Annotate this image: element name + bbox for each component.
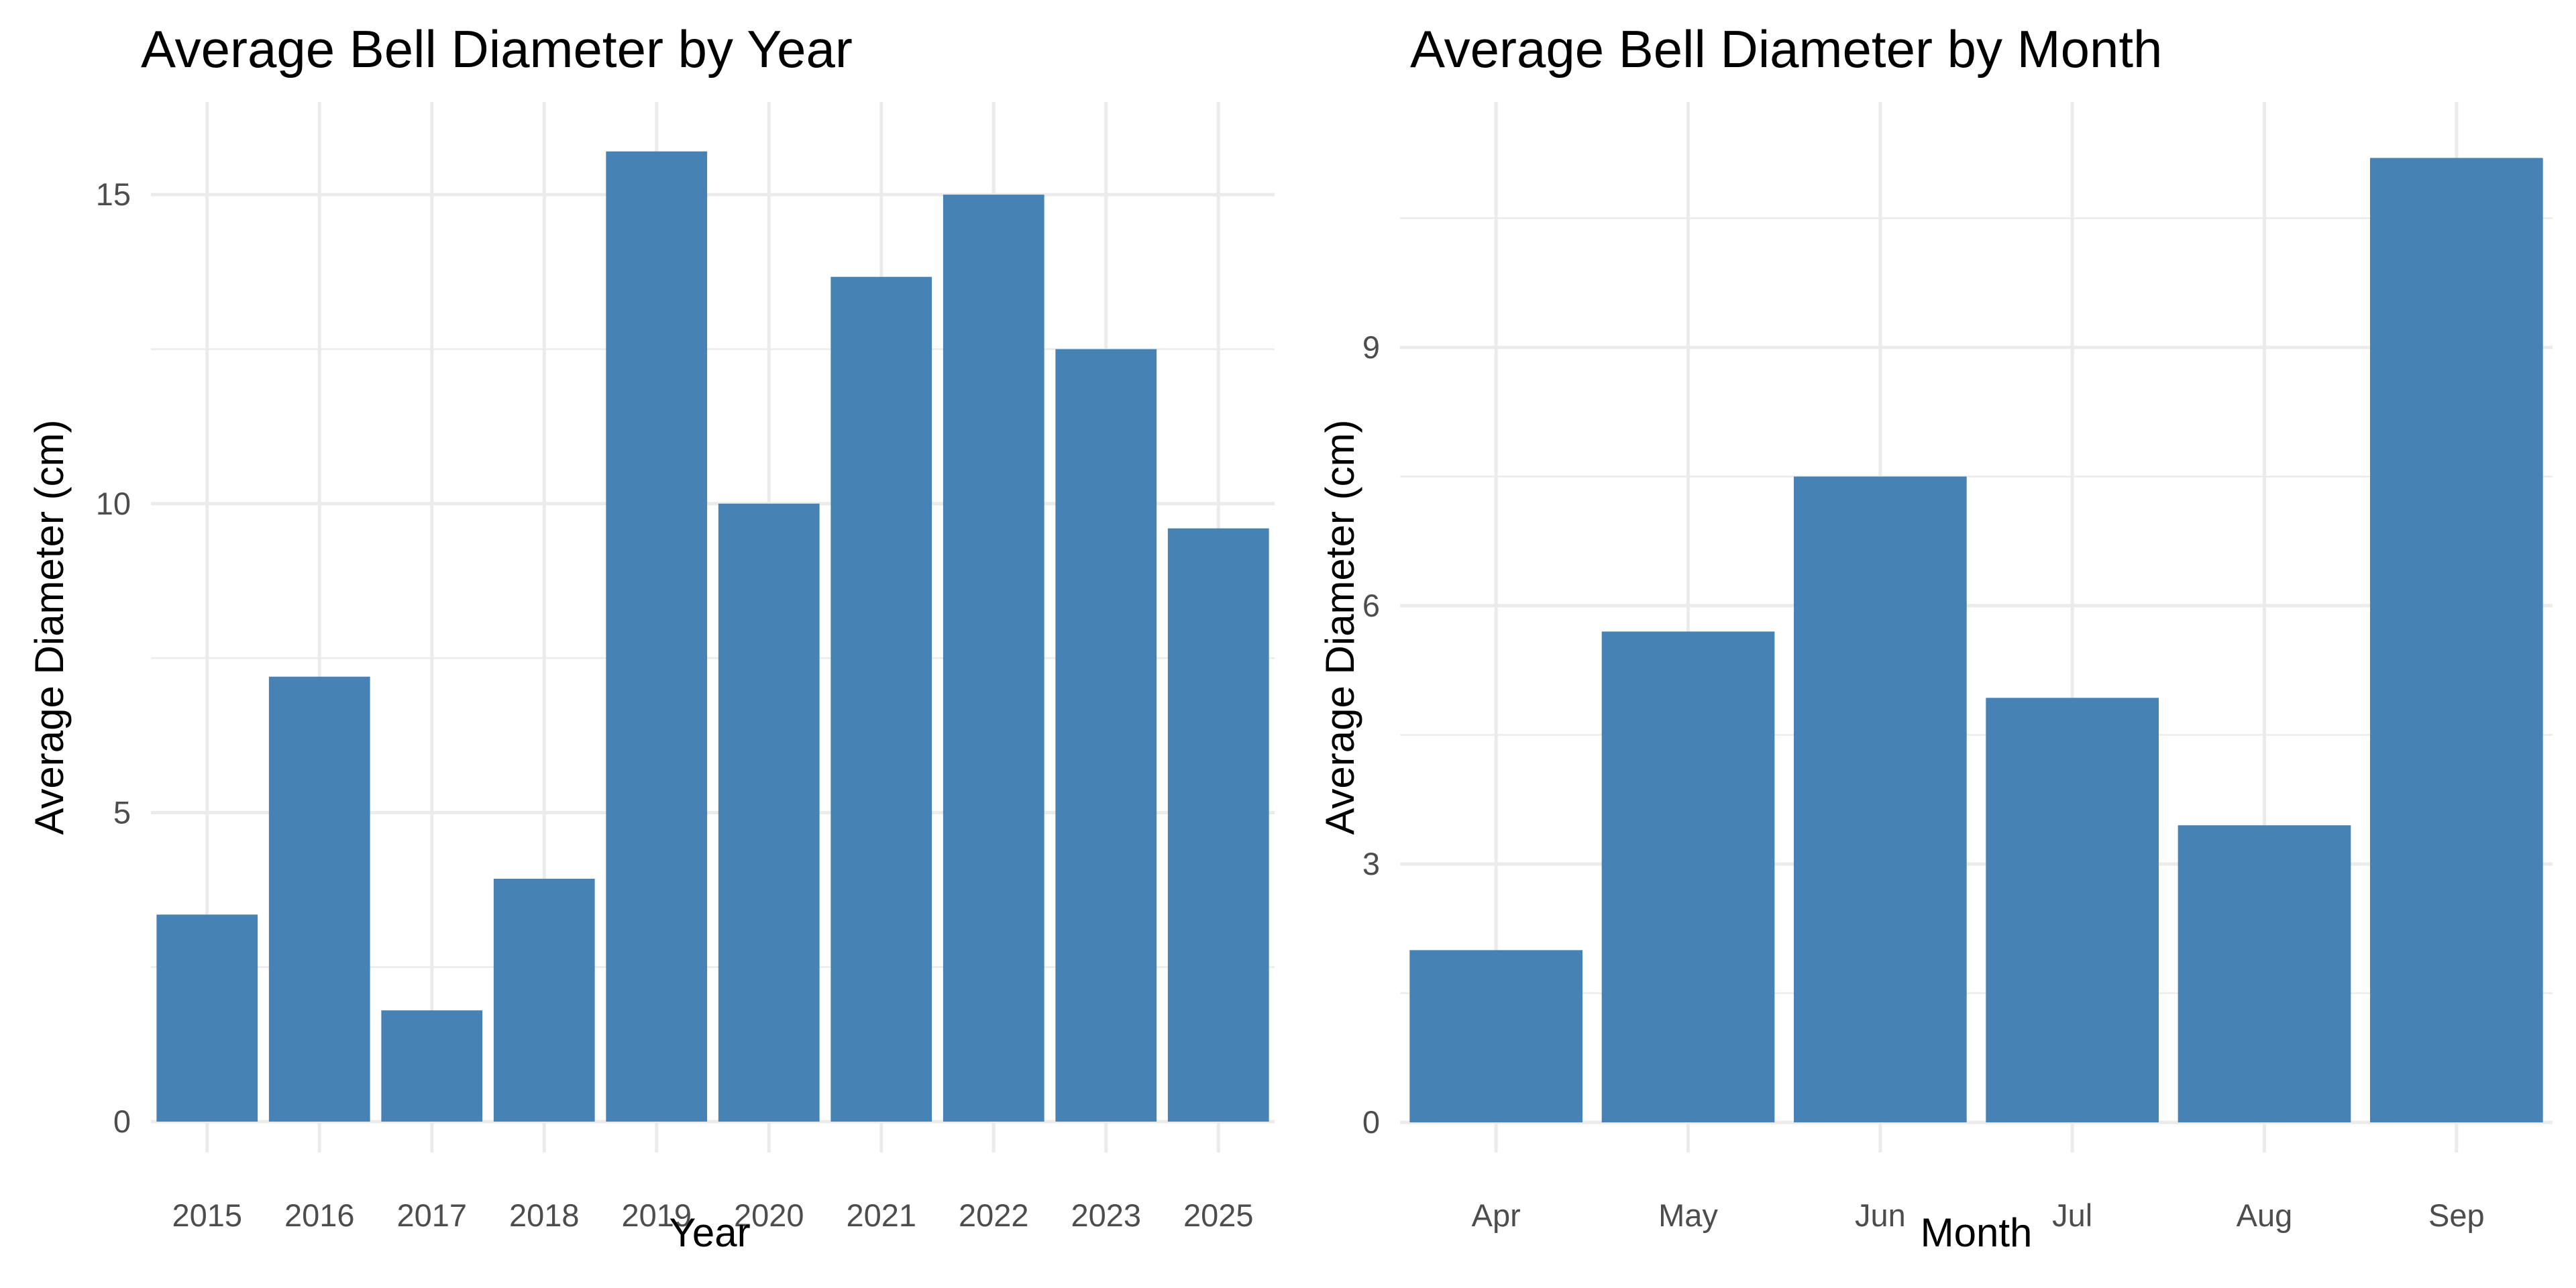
chart-month-bars bbox=[1409, 158, 2543, 1123]
bar-2019 bbox=[606, 151, 708, 1122]
chart-year-y-ticks: 0 5 10 15 bbox=[96, 176, 131, 1139]
chart-month-x-axis-title: Month bbox=[1921, 1210, 2033, 1255]
bar-Jun bbox=[1793, 476, 1967, 1123]
bar-2022 bbox=[943, 195, 1044, 1122]
x-tick-label: 2020 bbox=[734, 1197, 804, 1233]
bar-Jul bbox=[1986, 698, 2159, 1123]
chart-year-bars bbox=[156, 151, 1269, 1122]
x-tick-label: 2018 bbox=[509, 1197, 580, 1233]
y-tick-label: 6 bbox=[1362, 588, 1380, 623]
chart-month-y-axis-title: Average Diameter (cm) bbox=[1318, 419, 1362, 835]
chart-year: Average Bell Diameter by Year 0 5 10 15 201… bbox=[27, 19, 1275, 1255]
chart-year-x-ticks: 2015 2016 2017 2018 2019 2020 2021 2022 2023 2025 bbox=[172, 1197, 1253, 1233]
bar-Sep bbox=[2369, 158, 2543, 1123]
chart-month: Average Bell Diameter by Month 0 3 6 9 Apr M… bbox=[1318, 19, 2553, 1255]
x-tick-label: 2023 bbox=[1071, 1197, 1141, 1233]
y-tick-label: 3 bbox=[1362, 846, 1380, 881]
x-tick-label: 2015 bbox=[172, 1197, 242, 1233]
chart-year-title: Average Bell Diameter by Year bbox=[141, 19, 853, 78]
x-tick-label: 2025 bbox=[1183, 1197, 1254, 1233]
x-tick-label: 2022 bbox=[959, 1197, 1029, 1233]
x-tick-label: 2016 bbox=[284, 1197, 355, 1233]
y-tick-label: 10 bbox=[96, 486, 131, 521]
y-tick-label: 9 bbox=[1362, 329, 1380, 365]
y-tick-label: 0 bbox=[1362, 1104, 1380, 1140]
bar-2023 bbox=[1055, 349, 1157, 1122]
bar-Aug bbox=[2178, 825, 2351, 1123]
bar-Apr bbox=[1409, 950, 1583, 1123]
bar-2025 bbox=[1167, 528, 1269, 1122]
chart-month-x-ticks: Apr May Jun Jul Aug Sep bbox=[1472, 1197, 2485, 1233]
y-tick-label: 0 bbox=[113, 1104, 131, 1139]
x-tick-label: 2021 bbox=[846, 1197, 916, 1233]
bar-2017 bbox=[381, 1010, 483, 1122]
x-tick-label: Jun bbox=[1855, 1197, 1906, 1233]
x-tick-label: 2017 bbox=[396, 1197, 467, 1233]
bar-2015 bbox=[156, 914, 258, 1122]
bar-2021 bbox=[830, 276, 932, 1122]
bar-2016 bbox=[268, 676, 370, 1122]
chart-month-y-ticks: 0 3 6 9 bbox=[1362, 329, 1380, 1140]
bar-2018 bbox=[493, 878, 595, 1122]
x-tick-label: Aug bbox=[2237, 1197, 2293, 1233]
bar-May bbox=[1601, 631, 1775, 1123]
y-tick-label: 15 bbox=[96, 176, 131, 212]
chart-year-x-axis-title: Year bbox=[669, 1210, 750, 1255]
x-tick-label: May bbox=[1658, 1197, 1718, 1233]
chart-month-title: Average Bell Diameter by Month bbox=[1410, 19, 2162, 78]
x-tick-label: Sep bbox=[2428, 1197, 2485, 1233]
x-tick-label: 2019 bbox=[621, 1197, 692, 1233]
x-tick-label: Jul bbox=[2052, 1197, 2092, 1233]
y-tick-label: 5 bbox=[113, 794, 131, 830]
bar-2020 bbox=[718, 503, 820, 1122]
x-tick-label: Apr bbox=[1472, 1197, 1521, 1233]
chart-year-y-axis-title: Average Diameter (cm) bbox=[27, 419, 72, 835]
